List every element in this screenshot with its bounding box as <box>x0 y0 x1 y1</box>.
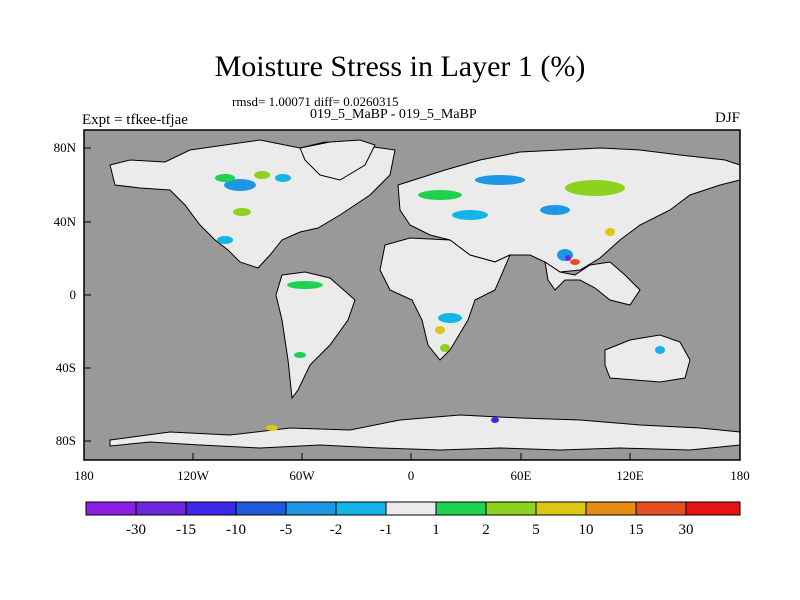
land-south-asia <box>544 260 641 306</box>
anomaly-patch <box>655 346 665 354</box>
colorbar <box>85 501 741 516</box>
lat-tick-label: 40S <box>56 360 76 375</box>
tick-marks <box>83 147 741 460</box>
anomaly-patch <box>294 352 306 358</box>
anomaly-patch <box>217 236 233 244</box>
colorbar-label: -1 <box>380 522 393 538</box>
colorbar-swatch <box>585 501 637 516</box>
anomaly-patch <box>233 208 251 216</box>
land-africa <box>379 237 511 361</box>
land-greenland <box>299 139 376 181</box>
colorbar-swatch <box>535 501 587 516</box>
experiment-label: Expt = tfkee-tfjae <box>82 112 188 128</box>
lat-tick-label: 0 <box>70 287 77 302</box>
colorbar-swatch <box>135 501 187 516</box>
colorbar-swatch <box>685 501 741 516</box>
lon-tick-label: 60W <box>289 468 315 483</box>
colorbar-label: 2 <box>482 522 490 538</box>
lat-tick-label: 80N <box>54 140 77 155</box>
land-south-america <box>275 271 356 400</box>
lat-tick-labels: 80N 40N 0 40S 80S <box>54 140 77 448</box>
colorbar-swatch <box>435 501 487 516</box>
colorbar-label: 30 <box>679 522 694 538</box>
anomaly-patch <box>287 281 323 289</box>
colorbar-swatch <box>335 501 387 516</box>
anomaly-patch <box>605 228 615 236</box>
anomaly-patch <box>475 175 525 185</box>
colorbar-swatch <box>85 501 137 516</box>
anomaly-patch <box>565 255 571 261</box>
colorbar-labels: -30 -15 -10 -5 -2 -1 1 2 5 10 15 30 <box>126 522 694 538</box>
colorbar-swatch <box>235 501 287 516</box>
lon-tick-label: 60E <box>511 468 532 483</box>
anomaly-patch <box>570 259 580 265</box>
anomaly-patch <box>266 425 278 431</box>
lon-tick-label: 180 <box>730 468 750 483</box>
colorbar-label: -15 <box>176 522 196 538</box>
lon-tick-label: 180 <box>74 468 94 483</box>
colorbar-label: -2 <box>330 522 343 538</box>
anomaly-patch <box>440 344 450 352</box>
anomaly-patch <box>418 190 462 200</box>
lon-tick-label: 120W <box>177 468 210 483</box>
anomaly-patch <box>438 313 462 323</box>
anomaly-patch <box>540 205 570 215</box>
season-label: DJF <box>714 110 740 126</box>
stats-line: rmsd= 1.00071 diff= 0.0260315 <box>232 94 399 109</box>
lon-tick-labels: 180 120W 60W 0 60E 120E 180 <box>74 468 750 483</box>
anomaly-patch <box>275 174 291 182</box>
anomaly-patch <box>491 417 499 423</box>
colorbar-label: -30 <box>126 522 146 538</box>
colorbar-label: 15 <box>629 522 644 538</box>
anomaly-patch <box>254 171 270 179</box>
colorbar-label: -10 <box>226 522 246 538</box>
colorbar-swatch <box>485 501 537 516</box>
colorbar-label: 10 <box>579 522 594 538</box>
lon-tick-label: 120E <box>616 468 644 483</box>
colorbar-label: 1 <box>432 522 440 538</box>
anomaly-patch <box>452 210 488 220</box>
lat-tick-label: 40N <box>54 214 77 229</box>
experiment-subtitle: 019_5_MaBP - 019_5_MaBP <box>310 107 477 122</box>
land-australia <box>604 334 691 383</box>
colorbar-swatch <box>185 501 237 516</box>
anomaly-patch <box>435 326 445 334</box>
anomaly-layer <box>215 171 665 431</box>
lon-tick-label: 0 <box>408 468 415 483</box>
anomaly-patch <box>565 180 625 196</box>
anomaly-patch <box>224 179 256 191</box>
colorbar-label: -5 <box>280 522 293 538</box>
colorbar-swatch <box>385 501 437 516</box>
colorbar-swatch <box>635 501 687 516</box>
lat-tick-label: 80S <box>56 433 76 448</box>
anomaly-patch <box>215 174 235 182</box>
chart-title: Moisture Stress in Layer 1 (%) <box>214 50 586 83</box>
colorbar-swatch <box>285 501 337 516</box>
colorbar-label: 5 <box>532 522 540 538</box>
